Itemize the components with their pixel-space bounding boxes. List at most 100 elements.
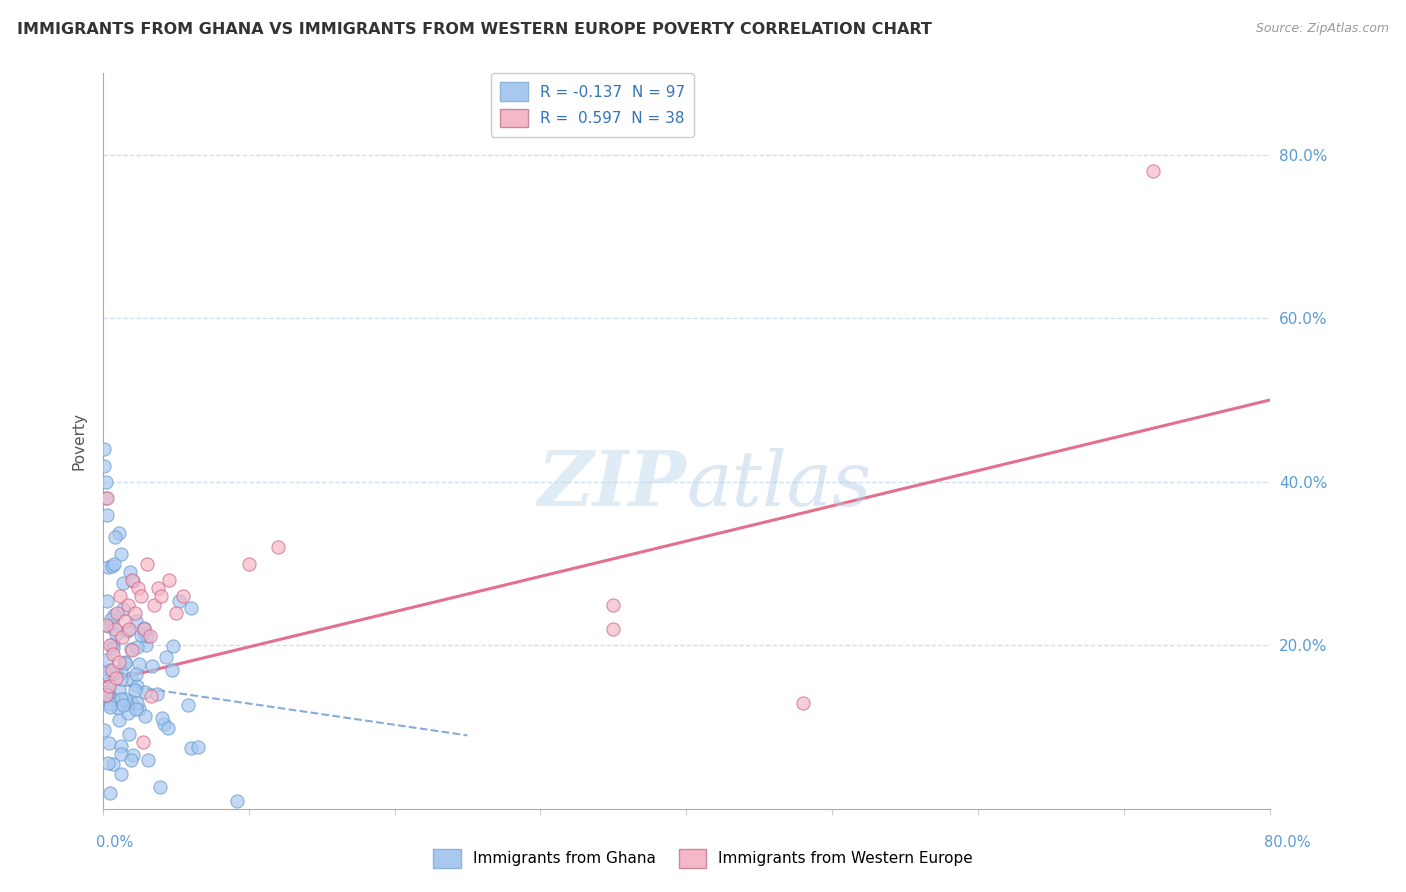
Point <box>103 608 125 623</box>
Point <box>103 622 125 636</box>
Point <box>111 630 134 644</box>
Point <box>100 612 122 626</box>
Point <box>111 575 134 590</box>
Point <box>110 767 132 781</box>
Point <box>792 696 814 710</box>
Text: Source: ZipAtlas.com: Source: ZipAtlas.com <box>1256 22 1389 36</box>
Point <box>104 530 127 544</box>
Point <box>93 665 115 679</box>
Point <box>172 590 194 604</box>
Point <box>97 619 120 633</box>
Point <box>120 694 142 708</box>
Point <box>162 640 184 654</box>
Point <box>110 590 132 604</box>
Point <box>107 606 129 620</box>
Point <box>149 780 172 795</box>
Point <box>94 688 117 702</box>
Point <box>114 614 136 628</box>
Point <box>98 698 121 712</box>
Point <box>129 590 152 604</box>
Point <box>98 700 121 714</box>
Point <box>125 667 148 681</box>
Legend: Immigrants from Ghana, Immigrants from Western Europe: Immigrants from Ghana, Immigrants from W… <box>427 843 979 873</box>
Point <box>153 717 176 731</box>
Point <box>150 711 173 725</box>
Point <box>110 673 132 687</box>
Point <box>131 628 153 642</box>
Point <box>97 664 120 678</box>
Point <box>97 679 120 693</box>
Point <box>96 688 118 702</box>
Point <box>98 736 121 750</box>
Point <box>110 547 132 561</box>
Point <box>120 671 142 685</box>
Point <box>122 574 145 588</box>
Point <box>107 701 129 715</box>
Point <box>132 626 155 640</box>
Point <box>602 598 624 612</box>
Point <box>104 665 127 680</box>
Point <box>93 442 115 457</box>
Point <box>115 697 138 711</box>
Point <box>96 508 118 522</box>
Point <box>1142 164 1164 178</box>
Point <box>97 756 120 770</box>
Point <box>118 566 141 580</box>
Point <box>94 491 117 506</box>
Point <box>187 739 209 754</box>
Point <box>117 598 139 612</box>
Point <box>127 581 149 595</box>
Point <box>110 664 132 678</box>
Point <box>127 696 149 710</box>
Point <box>120 753 142 767</box>
Text: IMMIGRANTS FROM GHANA VS IMMIGRANTS FROM WESTERN EUROPE POVERTY CORRELATION CHAR: IMMIGRANTS FROM GHANA VS IMMIGRANTS FROM… <box>17 22 932 37</box>
Point <box>110 747 132 761</box>
Point <box>101 647 124 661</box>
Y-axis label: Poverty: Poverty <box>72 412 86 470</box>
Point <box>114 691 136 706</box>
Point <box>115 624 138 638</box>
Point <box>114 656 136 670</box>
Point <box>93 723 115 737</box>
Point <box>108 655 131 669</box>
Point <box>125 679 148 693</box>
Point <box>125 614 148 628</box>
Point <box>155 649 177 664</box>
Point <box>156 721 179 735</box>
Point <box>141 659 163 673</box>
Point <box>141 689 163 703</box>
Point <box>121 643 143 657</box>
Point <box>110 739 132 753</box>
Point <box>142 598 165 612</box>
Point <box>93 685 115 699</box>
Point <box>226 794 249 808</box>
Point <box>121 747 143 762</box>
Point <box>125 702 148 716</box>
Point <box>135 557 157 571</box>
Point <box>121 573 143 587</box>
Point <box>94 652 117 666</box>
Point <box>124 606 146 620</box>
Point <box>127 640 149 655</box>
Point <box>132 622 155 636</box>
Point <box>93 691 115 706</box>
Point <box>148 581 170 595</box>
Point <box>120 642 142 657</box>
Point <box>180 740 202 755</box>
Point <box>167 594 190 608</box>
Point <box>602 622 624 636</box>
Point <box>97 684 120 698</box>
Point <box>267 541 290 555</box>
Point <box>111 602 134 616</box>
Point <box>94 684 117 698</box>
Text: ZIP: ZIP <box>537 448 686 522</box>
Text: 0.0%: 0.0% <box>96 836 132 850</box>
Point <box>135 638 157 652</box>
Point <box>160 664 183 678</box>
Point <box>103 637 125 651</box>
Point <box>108 713 131 727</box>
Point <box>118 727 141 741</box>
Point <box>103 557 125 571</box>
Point <box>177 698 200 712</box>
Point <box>101 641 124 656</box>
